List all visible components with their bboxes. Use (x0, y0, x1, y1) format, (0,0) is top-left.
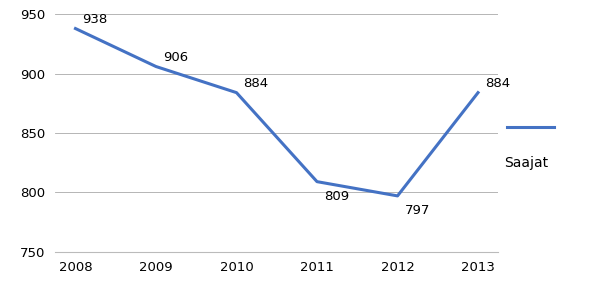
Text: 884: 884 (485, 77, 510, 90)
Text: 809: 809 (324, 190, 349, 203)
Text: 884: 884 (244, 77, 269, 90)
Text: 797: 797 (405, 204, 430, 217)
Text: 906: 906 (163, 51, 188, 64)
Text: 938: 938 (82, 13, 108, 26)
Text: Saajat: Saajat (504, 156, 548, 170)
